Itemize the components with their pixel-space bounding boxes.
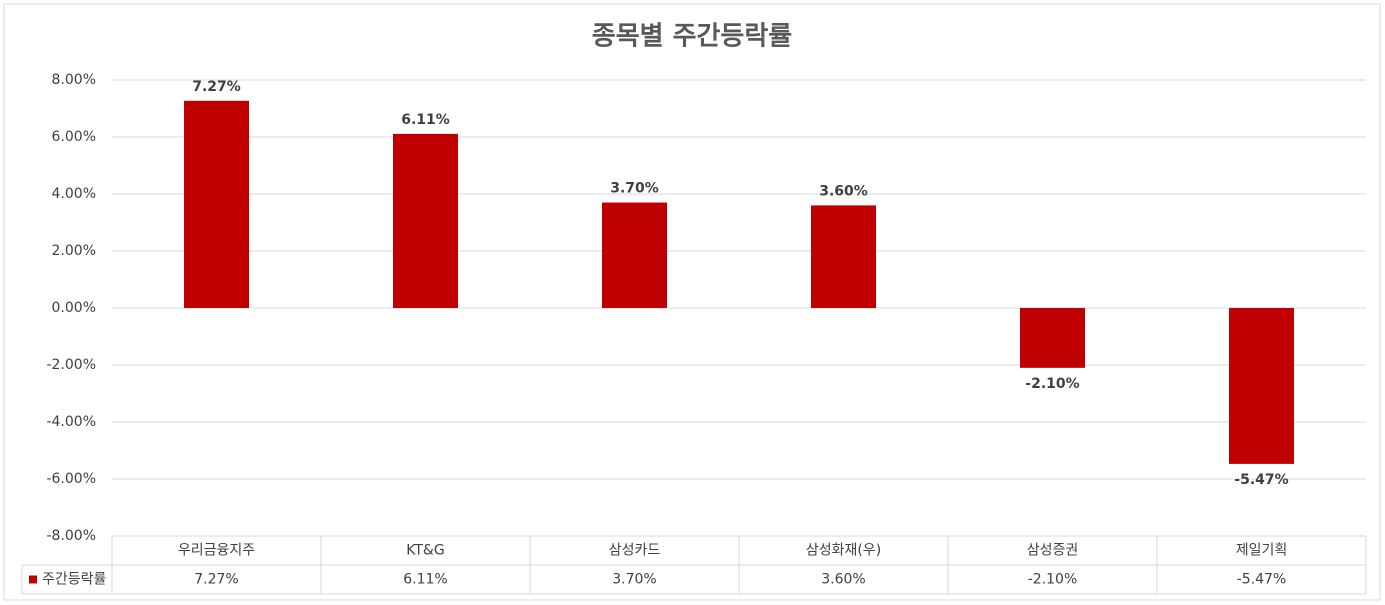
table-value: 7.27% [194, 572, 238, 588]
x-tick-label: 삼성증권 [1027, 543, 1079, 559]
table-value: -5.47% [1237, 572, 1287, 588]
value-label: 3.60% [819, 183, 868, 199]
table-value: 3.60% [821, 572, 865, 588]
table-value: 3.70% [612, 572, 656, 588]
value-label: -2.10% [1025, 376, 1079, 392]
bar [602, 202, 667, 308]
value-label: 7.27% [192, 79, 241, 95]
table-value: -2.10% [1028, 572, 1078, 588]
bar [1229, 308, 1294, 464]
x-tick-label: 삼성카드 [609, 543, 661, 559]
y-tick-label: -6.00% [46, 471, 96, 487]
legend-label: 주간등락률 [42, 572, 107, 588]
table-value: 6.11% [403, 572, 447, 588]
value-label: 3.70% [610, 181, 659, 197]
y-tick-label: 8.00% [52, 72, 96, 88]
y-tick-label: 6.00% [52, 129, 96, 145]
legend-key [29, 575, 37, 584]
y-tick-label: 2.00% [52, 243, 96, 259]
bar [1020, 308, 1085, 368]
y-tick-label: -2.00% [46, 357, 96, 373]
bar [393, 133, 458, 308]
y-tick-label: 0.00% [52, 300, 96, 316]
y-tick-label: -4.00% [46, 414, 96, 430]
x-tick-label: KT&G [406, 543, 444, 559]
bar [184, 100, 249, 309]
value-label: -5.47% [1234, 472, 1288, 488]
x-tick-label: 제일기획 [1236, 543, 1288, 559]
y-tick-label: -8.00% [46, 528, 96, 544]
y-tick-label: 4.00% [52, 186, 96, 202]
bar [811, 205, 876, 308]
x-tick-label: 우리금융지주 [178, 543, 255, 559]
x-tick-label: 삼성화재(우) [806, 543, 881, 559]
chart-title: 종목별 주간등락률 [592, 22, 792, 52]
value-label: 6.11% [401, 112, 450, 128]
